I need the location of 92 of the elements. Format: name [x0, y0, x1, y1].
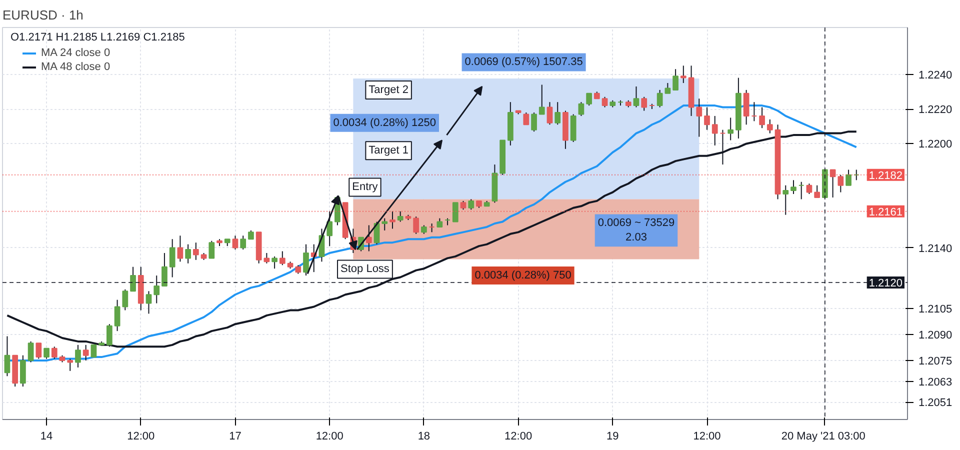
candlestick: [798, 181, 804, 200]
x-tick-label: 17: [229, 430, 242, 442]
candlestick: [240, 235, 246, 250]
candlestick: [853, 169, 860, 181]
candlestick: [28, 340, 34, 363]
candlestick: [790, 180, 796, 195]
candlestick: [704, 106, 710, 130]
candlestick: [185, 244, 191, 264]
annotation: Entry: [352, 181, 378, 194]
candlestick: [397, 210, 404, 222]
ref-line-label: 1.2120: [868, 277, 903, 290]
candlestick: [67, 358, 74, 372]
candlestick: [232, 235, 238, 250]
legend-label: MA 48 close 0: [41, 61, 110, 73]
x-tick-label: 18: [418, 430, 430, 442]
candlestick: [806, 183, 812, 195]
annotation: Stop Loss: [340, 263, 390, 276]
candlestick: [468, 198, 474, 210]
candlestick: [82, 344, 89, 362]
y-tick-label: 1.2200: [918, 138, 952, 151]
candlestick: [728, 117, 734, 141]
y-tick-label: 1.2051: [918, 397, 952, 410]
candlestick: [51, 346, 58, 360]
annotation: 0.0069 (0.57%) 1507.35: [464, 56, 583, 68]
candlestick: [75, 344, 81, 368]
candlestick: [413, 216, 420, 234]
candlestick: [279, 250, 286, 266]
candlestick: [743, 89, 750, 126]
candlestick: [452, 202, 458, 222]
candlestick: [814, 184, 820, 198]
x-tick-label: 19: [606, 430, 619, 442]
candlestick: [766, 118, 773, 134]
candlestick: [192, 242, 199, 260]
candlestick: [169, 238, 176, 278]
candlestick: [633, 86, 640, 108]
annotation: 0.0069 ~ 73529 2.03: [598, 217, 675, 244]
x-tick-label: 12:00: [316, 430, 344, 442]
candlestick: [90, 344, 97, 358]
candlestick: [554, 102, 561, 126]
candlestick: [4, 336, 10, 377]
y-tick-label: 1.2240: [918, 69, 952, 82]
candlestick: [546, 102, 553, 126]
candlestick: [122, 288, 128, 311]
candlestick: [586, 92, 592, 106]
y-tick-label: 1.2075: [918, 356, 952, 368]
y-tick-label: 1.2063: [918, 376, 952, 388]
annotation: Target 2: [368, 84, 408, 96]
candlestick: [578, 102, 584, 116]
candlestick: [759, 106, 765, 129]
candlestick: [44, 348, 50, 360]
annotation: Target 1: [368, 144, 408, 157]
candlestick: [672, 68, 678, 90]
annotation: 0.0034 (0.28%) 1250: [333, 116, 436, 129]
candlestick: [264, 252, 270, 264]
candlestick: [641, 96, 648, 112]
x-tick-label: 14: [40, 430, 53, 442]
y-tick-label: 1.2105: [918, 303, 952, 316]
annotation: 0.0034 (0.28%) 750: [474, 270, 572, 282]
ref-line-label: 1.2182: [868, 170, 903, 182]
candlestick: [531, 112, 537, 132]
candlestick: [846, 169, 852, 186]
candlestick: [712, 115, 718, 146]
candlestick: [146, 290, 152, 314]
annotation: O1.2171 H1.2185 L1.2169 C1.2185: [10, 32, 185, 44]
candlestick: [602, 96, 608, 108]
candlestick: [782, 184, 789, 216]
candlestick: [538, 84, 545, 115]
y-tick-label: 1.2220: [918, 104, 952, 116]
ref-line-label: 1.2161: [868, 206, 903, 218]
candlestick: [208, 240, 215, 259]
candlestick: [696, 98, 702, 138]
candlestick: [272, 256, 278, 270]
candlestick: [656, 89, 663, 108]
candlestick: [523, 112, 530, 126]
candlestick: [751, 102, 758, 122]
candlestick: [664, 82, 671, 94]
x-tick-label: 12:00: [127, 430, 155, 442]
chart-title: EURUSD · 1h: [2, 8, 84, 22]
candlestick: [680, 65, 686, 84]
candlestick: [114, 299, 120, 332]
candlestick: [822, 169, 828, 198]
candlestick: [36, 342, 42, 360]
y-tick-label: 1.2140: [918, 242, 952, 255]
y-tick-label: 1.2090: [918, 330, 952, 342]
candlestick: [382, 218, 388, 231]
x-tick-label: 12:00: [693, 430, 721, 442]
x-tick-label: 12:00: [504, 430, 532, 442]
legend-label: MA 24 close 0: [41, 47, 110, 59]
candlestick: [326, 210, 333, 247]
candlestick: [20, 354, 26, 388]
x-tick-label: 20 May '21 03:00: [781, 430, 866, 442]
candlestick: [177, 235, 184, 262]
